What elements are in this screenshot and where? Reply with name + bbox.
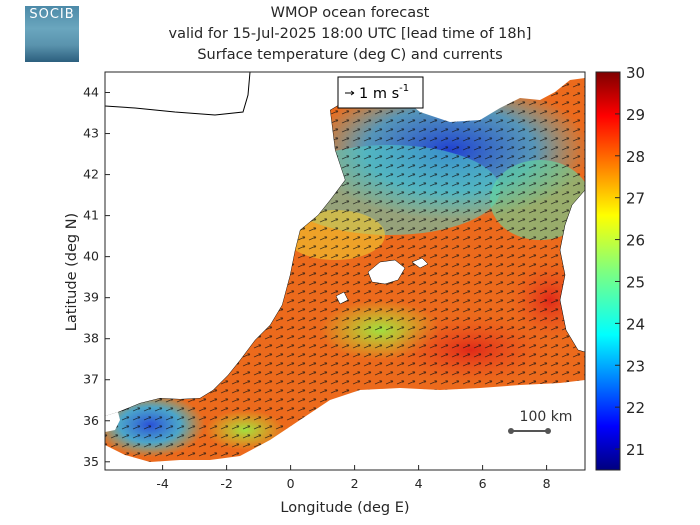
y-tick-label: 38 bbox=[83, 331, 99, 346]
y-tick-label: 37 bbox=[83, 372, 99, 387]
vector-key-arrow-icon bbox=[345, 90, 355, 96]
y-axis-label: Latitude (deg N) bbox=[64, 213, 80, 331]
socib-logo: SOCIB bbox=[25, 6, 79, 62]
colorbar-tick-label: 23 bbox=[626, 357, 645, 375]
y-axis: 35 36 37 38 39 40 41 42 43 44 bbox=[83, 85, 110, 469]
island-menorca bbox=[411, 257, 429, 269]
x-tick-label: -4 bbox=[156, 476, 169, 491]
map-title-line3: Surface temperature (deg C) and currents bbox=[197, 47, 503, 63]
land-gibraltar bbox=[105, 412, 120, 432]
colorbar-tick-label: 28 bbox=[626, 148, 645, 166]
x-tick-label: 6 bbox=[479, 476, 487, 491]
scale-bar: 100 km bbox=[508, 409, 572, 434]
vector-key: 1 m s-1 bbox=[337, 76, 424, 109]
colorbar-tick-label: 21 bbox=[626, 441, 645, 459]
colorbar-tick-label: 27 bbox=[626, 190, 645, 208]
x-tick-label: -2 bbox=[220, 476, 232, 491]
vector-key-label: 1 m s-1 bbox=[359, 83, 409, 102]
x-tick-label: 0 bbox=[287, 476, 295, 491]
plot-frame bbox=[104, 71, 586, 471]
land-north-africa bbox=[105, 380, 585, 470]
colorbar-tick-label: 22 bbox=[626, 399, 645, 417]
y-tick-label: 40 bbox=[83, 249, 99, 264]
island-ibiza bbox=[335, 291, 349, 305]
x-axis: -4 -2 0 2 4 6 8 bbox=[156, 465, 551, 491]
x-tick-label: 4 bbox=[415, 476, 423, 491]
sea-surface-temperature-field bbox=[105, 72, 585, 470]
y-tick-label: 41 bbox=[83, 208, 99, 223]
colorbar-ticks: 21 22 23 24 25 26 27 28 29 30 bbox=[615, 64, 645, 459]
land-mask-west bbox=[105, 72, 380, 416]
y-tick-label: 44 bbox=[83, 85, 99, 100]
logo-text: SOCIB bbox=[29, 7, 75, 22]
x-tick-label: 2 bbox=[351, 476, 359, 491]
map-title-line2: valid for 15-Jul-2025 18:00 UTC [lead ti… bbox=[168, 26, 532, 42]
y-tick-label: 35 bbox=[83, 454, 99, 469]
vector-key-box bbox=[337, 76, 424, 109]
scale-bar-label: 100 km bbox=[520, 409, 573, 425]
colorbar-tick-label: 25 bbox=[626, 273, 645, 291]
y-tick-label: 39 bbox=[83, 290, 99, 305]
x-axis-label: Longitude (deg E) bbox=[280, 500, 409, 516]
coastline-france bbox=[105, 72, 251, 116]
y-tick-label: 42 bbox=[83, 167, 99, 182]
y-tick-label: 43 bbox=[83, 126, 99, 141]
island-mallorca bbox=[367, 259, 406, 285]
y-tick-label: 36 bbox=[83, 413, 99, 428]
colorbar bbox=[595, 71, 621, 471]
colorbar-tick-label: 24 bbox=[626, 315, 645, 333]
x-tick-label: 8 bbox=[543, 476, 551, 491]
land-southern-france bbox=[380, 72, 585, 122]
colorbar-tick-label: 29 bbox=[626, 106, 645, 124]
map-title-line1: WMOP ocean forecast bbox=[270, 5, 430, 21]
land-sardinia-corsica bbox=[559, 189, 585, 353]
colorbar-tick-label: 26 bbox=[626, 232, 645, 250]
colorbar-tick-label: 30 bbox=[626, 64, 645, 82]
